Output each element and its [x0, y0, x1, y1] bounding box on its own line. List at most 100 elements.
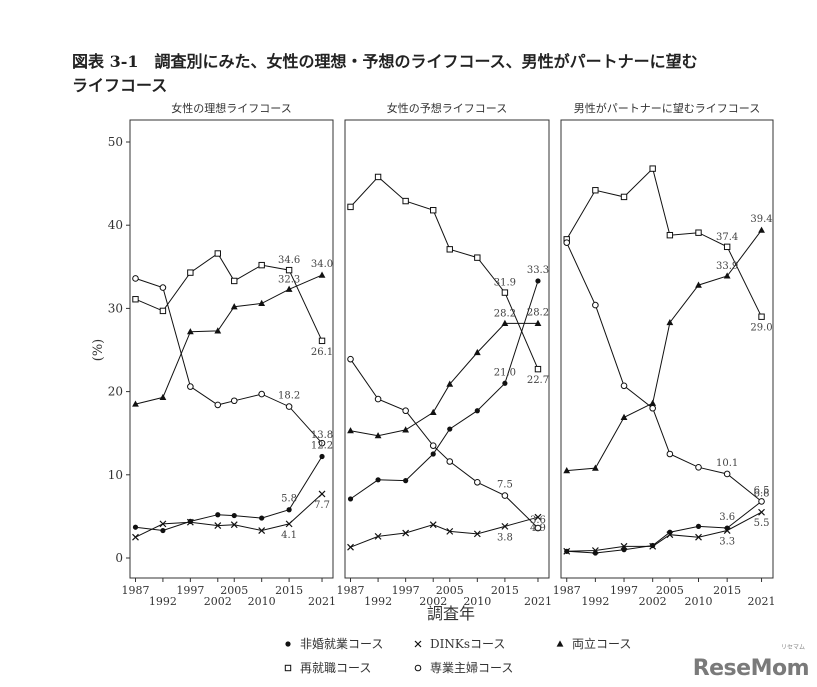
marker-nonmarriage — [375, 477, 381, 483]
figure-title-line2: ライフコース — [72, 76, 168, 95]
marker-housewife — [347, 355, 354, 363]
data-label: 3.6 — [530, 515, 546, 526]
marker-dinks — [563, 547, 571, 555]
data-label: 33.3 — [527, 265, 549, 276]
marker-housewife — [214, 401, 222, 409]
marker-housewife — [592, 301, 599, 309]
marker-reemploy — [666, 231, 674, 239]
series-line-reemploy — [566, 167, 762, 317]
marker-reemploy — [374, 173, 382, 181]
data-label: 21.0 — [494, 367, 516, 378]
legend-label-housewife: 専業主婦コース — [430, 660, 513, 675]
marker-housewife — [563, 239, 571, 246]
marker-reemploy — [446, 246, 453, 253]
marker-nonmarriage — [231, 512, 237, 519]
marker-housewife — [695, 464, 702, 471]
marker-nonmarriage — [160, 527, 166, 534]
y-tick-label: 10 — [108, 468, 123, 482]
marker-housewife — [474, 478, 481, 486]
data-label: 7.5 — [497, 480, 513, 491]
marker-both — [501, 319, 509, 326]
marker-reemploy — [347, 203, 354, 211]
marker-housewife — [501, 492, 509, 499]
marker-housewife — [402, 407, 409, 415]
marker-dinks — [695, 533, 702, 541]
marker-both — [402, 426, 410, 433]
marker-reemploy — [402, 197, 409, 205]
legend-label-nonmarriage: 非婚就業コース — [300, 637, 383, 651]
marker-both — [758, 226, 765, 233]
marker-reemploy — [187, 269, 194, 276]
marker-housewife — [429, 442, 437, 449]
marker-both — [446, 380, 454, 387]
watermark-logo: ReseMom — [692, 656, 810, 681]
data-label: 6.5 — [754, 485, 770, 496]
marker-both — [318, 271, 326, 278]
x-tick-label: 1997 — [176, 584, 204, 597]
x-tick-label: 1987 — [553, 584, 581, 597]
marker-reemploy — [214, 250, 221, 257]
x-tick-label: 2005 — [436, 584, 464, 597]
series-line-reemploy — [135, 252, 323, 342]
x-tick-label: 2021 — [748, 595, 776, 608]
marker-dinks — [374, 532, 382, 540]
marker-housewife — [258, 390, 265, 398]
data-label: 22.7 — [527, 375, 549, 386]
marker-dinks — [214, 522, 222, 529]
data-label: 4.9 — [530, 523, 546, 534]
marker-nonmarriage — [285, 641, 291, 647]
marker-both — [132, 400, 139, 407]
marker-housewife — [374, 395, 382, 403]
legend-label-dinks: DINKsコース — [430, 637, 505, 651]
x-tick-label: 1992 — [364, 595, 392, 608]
data-label: 4.1 — [281, 530, 297, 541]
series-line-both — [135, 274, 323, 405]
marker-nonmarriage — [286, 507, 292, 513]
marker-housewife — [159, 284, 167, 291]
x-tick-label: 2015 — [491, 584, 519, 597]
y-tick-label: 50 — [108, 135, 123, 149]
marker-housewife — [666, 450, 674, 458]
marker-nonmarriage — [447, 426, 453, 432]
data-label: 28.2 — [527, 307, 549, 318]
data-label: 6.8 — [754, 488, 770, 499]
marker-both — [230, 303, 238, 310]
x-tick-label: 1992 — [149, 595, 177, 608]
marker-nonmarriage — [132, 524, 139, 530]
marker-reemploy — [231, 277, 238, 285]
legend-label-reemploy: 再就職コース — [300, 661, 371, 675]
marker-both — [186, 328, 194, 335]
marker-nonmarriage — [215, 512, 221, 518]
x-tick-label: 2005 — [220, 584, 248, 597]
x-tick-label: 2015 — [713, 584, 741, 597]
x-tick-label: 1997 — [392, 584, 420, 597]
series-line-nonmarriage — [566, 501, 762, 554]
marker-both — [285, 285, 293, 292]
data-label: 31.9 — [494, 278, 516, 289]
data-label: 32.3 — [278, 274, 300, 285]
marker-both — [695, 281, 702, 288]
marker-reemploy — [284, 664, 292, 672]
marker-both — [347, 427, 354, 434]
marker-nonmarriage — [403, 478, 409, 484]
figure-title: 図表 3-1 調査別にみた、女性の理想・予想のライフコース、男性がパートナーに望… — [72, 50, 792, 98]
marker-nonmarriage — [502, 380, 508, 386]
marker-reemploy — [620, 193, 628, 201]
x-tick-label: 2015 — [275, 584, 303, 597]
series-line-reemploy — [350, 176, 539, 370]
marker-reemploy — [318, 337, 326, 345]
x-tick-label: 2021 — [524, 595, 552, 608]
marker-reemploy — [132, 296, 139, 303]
y-tick-label: 0 — [115, 551, 123, 565]
panel-frame — [560, 119, 774, 579]
marker-both — [374, 432, 382, 439]
marker-both — [534, 319, 542, 326]
panel-frame — [129, 119, 334, 579]
data-label: 29.0 — [750, 323, 772, 334]
series-line-nonmarriage — [350, 280, 539, 500]
marker-dinks — [258, 527, 266, 534]
marker-housewife — [132, 275, 139, 282]
marker-dinks — [414, 640, 422, 648]
series-line-both — [566, 229, 762, 472]
marker-housewife — [187, 383, 194, 390]
